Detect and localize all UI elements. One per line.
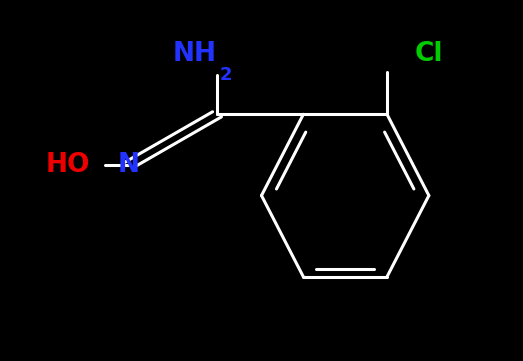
Text: Cl: Cl <box>415 41 443 67</box>
Text: HO: HO <box>46 152 90 178</box>
Text: NH: NH <box>173 41 217 67</box>
Text: 2: 2 <box>220 66 232 84</box>
Text: N: N <box>117 152 139 178</box>
